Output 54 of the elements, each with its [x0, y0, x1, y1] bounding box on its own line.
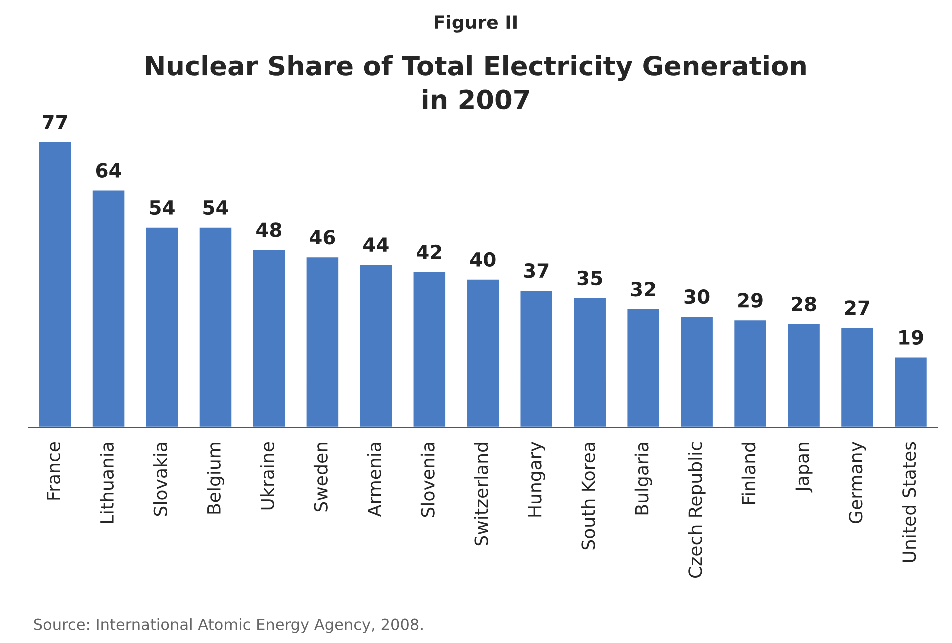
x-tick-label: France — [47, 442, 61, 500]
bar — [572, 297, 608, 428]
data-label: 44 — [364, 238, 389, 252]
data-label: 77 — [43, 115, 68, 130]
data-label: 29 — [738, 293, 763, 308]
chart-title: Nuclear Share of Total Electricity Generation in 2007 — [146, 55, 806, 110]
x-tick-label: Switzerland — [474, 443, 488, 546]
data-label: 30 — [684, 289, 710, 304]
bar — [92, 189, 126, 428]
x-tick-label: Lithuania — [100, 443, 114, 524]
x-tick-label: Armenia — [367, 443, 382, 518]
data-label: 54 — [204, 200, 228, 216]
bar — [252, 248, 286, 428]
x-tick-label: United States — [902, 442, 916, 562]
bar — [144, 226, 180, 428]
data-label: 46 — [310, 230, 336, 245]
bar — [894, 356, 928, 428]
bar — [38, 141, 73, 428]
bar — [466, 278, 500, 428]
bar — [840, 326, 875, 428]
data-label: 48 — [256, 222, 282, 238]
data-label: 35 — [578, 270, 602, 286]
bar — [358, 264, 394, 428]
data-label: 42 — [417, 244, 442, 260]
data-label: 27 — [846, 300, 870, 316]
data-label: 54 — [150, 200, 175, 216]
x-tick-label: South Korea — [581, 443, 596, 550]
bar — [519, 290, 554, 428]
data-label: 19 — [900, 330, 924, 345]
x-tick-label: Slovenia — [420, 443, 435, 518]
bar — [626, 308, 661, 428]
x-tick-label: Japan — [796, 443, 813, 493]
bar — [198, 226, 234, 428]
bar — [680, 316, 714, 428]
x-tick-label: Czech Republic — [688, 442, 706, 578]
chart-subtitle: Figure II — [435, 15, 517, 33]
x-tick-label: Finland — [742, 443, 756, 504]
bar — [786, 322, 822, 428]
x-tick-label: Germany — [849, 442, 866, 524]
x-tick-label: Belgium — [207, 443, 224, 514]
data-label: 32 — [631, 282, 656, 297]
bar — [733, 319, 768, 428]
x-tick-label: Bulgaria — [634, 443, 652, 515]
x-tick-label: Slovakia — [154, 443, 168, 516]
data-label: 28 — [792, 296, 816, 312]
x-tick-label: Hungary — [528, 442, 546, 517]
data-label: 37 — [524, 263, 549, 278]
data-label: 40 — [470, 252, 496, 268]
bar — [305, 256, 340, 428]
source-note: Source: International Atomic Energy Agency, 2008. — [34, 618, 423, 634]
x-tick-label: Ukraine — [260, 442, 274, 510]
data-label: 64 — [96, 163, 122, 178]
x-tick-label: Sweden — [314, 443, 328, 512]
bar — [412, 271, 447, 428]
